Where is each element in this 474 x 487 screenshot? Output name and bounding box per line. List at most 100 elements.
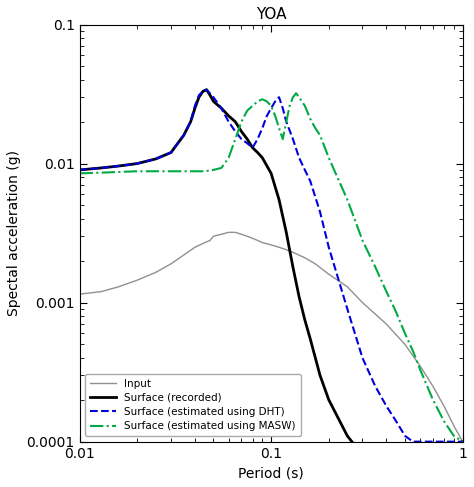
Input bbox=[259, 240, 265, 245]
Surface (estimated using DHT) bbox=[402, 433, 408, 439]
Surface (recorded) bbox=[77, 167, 82, 173]
Surface (estimated using DHT) bbox=[188, 119, 193, 125]
Input bbox=[244, 233, 250, 239]
X-axis label: Period (s): Period (s) bbox=[238, 466, 304, 480]
Surface (recorded) bbox=[268, 170, 274, 176]
Surface (estimated using DHT) bbox=[317, 209, 323, 215]
Surface (estimated using MASW) bbox=[383, 289, 389, 295]
Surface (recorded) bbox=[307, 336, 313, 341]
Surface (estimated using MASW) bbox=[430, 397, 436, 403]
Input bbox=[290, 249, 296, 255]
Surface (estimated using MASW) bbox=[307, 116, 313, 122]
Input bbox=[417, 363, 423, 369]
Surface (recorded) bbox=[181, 132, 187, 138]
Surface (recorded) bbox=[226, 113, 231, 119]
Surface (estimated using DHT) bbox=[417, 439, 423, 445]
Surface (estimated using DHT) bbox=[273, 98, 278, 104]
Input bbox=[168, 261, 174, 267]
Surface (estimated using MASW) bbox=[268, 103, 274, 109]
Input bbox=[345, 284, 350, 290]
Line: Input: Input bbox=[80, 232, 463, 442]
Surface (recorded) bbox=[383, 481, 389, 487]
Input bbox=[302, 255, 308, 261]
Surface (recorded) bbox=[135, 161, 140, 167]
Surface (estimated using DHT) bbox=[99, 165, 104, 171]
Input bbox=[460, 439, 465, 445]
Surface (estimated using DHT) bbox=[451, 439, 457, 445]
Surface (estimated using MASW) bbox=[393, 309, 399, 315]
Input bbox=[192, 244, 198, 250]
Surface (recorded) bbox=[99, 165, 104, 171]
Surface (estimated using MASW) bbox=[417, 367, 423, 373]
Input bbox=[77, 291, 82, 297]
Surface (estimated using MASW) bbox=[99, 170, 104, 176]
Surface (estimated using DHT) bbox=[280, 105, 285, 111]
Input bbox=[326, 271, 332, 277]
Surface (estimated using DHT) bbox=[410, 439, 416, 445]
Surface (estimated using MASW) bbox=[77, 170, 82, 176]
Surface (recorded) bbox=[188, 119, 193, 125]
Input bbox=[207, 238, 213, 244]
Surface (estimated using DHT) bbox=[360, 355, 365, 361]
Surface (estimated using DHT) bbox=[255, 136, 260, 142]
Line: Surface (recorded): Surface (recorded) bbox=[80, 90, 463, 487]
Surface (estimated using DHT) bbox=[232, 129, 238, 134]
Surface (estimated using DHT) bbox=[345, 306, 350, 312]
Surface (estimated using DHT) bbox=[302, 167, 308, 173]
Surface (recorded) bbox=[326, 397, 332, 403]
Surface (estimated using DHT) bbox=[153, 156, 159, 162]
Surface (estimated using DHT) bbox=[204, 87, 210, 93]
Input bbox=[153, 269, 159, 275]
Surface (recorded) bbox=[244, 136, 250, 142]
Input bbox=[250, 235, 255, 241]
Input bbox=[232, 229, 238, 235]
Surface (estimated using MASW) bbox=[232, 136, 238, 142]
Surface (estimated using DHT) bbox=[77, 167, 82, 173]
Input bbox=[383, 321, 389, 327]
Surface (estimated using DHT) bbox=[259, 125, 265, 131]
Surface (recorded) bbox=[192, 105, 198, 111]
Input bbox=[451, 423, 457, 429]
Surface (estimated using DHT) bbox=[268, 105, 274, 111]
Surface (estimated using DHT) bbox=[290, 136, 296, 142]
Surface (estimated using MASW) bbox=[326, 155, 332, 161]
Surface (recorded) bbox=[317, 373, 323, 378]
Surface (estimated using MASW) bbox=[441, 418, 447, 424]
Surface (estimated using DHT) bbox=[168, 150, 174, 155]
Surface (estimated using MASW) bbox=[259, 96, 265, 102]
Surface (recorded) bbox=[153, 156, 159, 162]
Surface (recorded) bbox=[168, 150, 174, 155]
Surface (recorded) bbox=[219, 105, 224, 111]
Input bbox=[312, 261, 318, 267]
Input bbox=[226, 229, 231, 235]
Surface (recorded) bbox=[200, 89, 206, 94]
Surface (estimated using DHT) bbox=[283, 119, 289, 125]
Surface (recorded) bbox=[116, 163, 121, 169]
Surface (estimated using DHT) bbox=[210, 94, 216, 100]
Surface (estimated using MASW) bbox=[410, 348, 416, 354]
Input bbox=[116, 284, 121, 290]
Line: Surface (estimated using MASW): Surface (estimated using MASW) bbox=[80, 94, 463, 442]
Input bbox=[210, 233, 216, 239]
Surface (estimated using MASW) bbox=[153, 169, 159, 174]
Title: YOA: YOA bbox=[256, 7, 286, 22]
Surface (estimated using DHT) bbox=[307, 178, 313, 184]
Surface (estimated using DHT) bbox=[181, 132, 187, 138]
Surface (estimated using DHT) bbox=[276, 94, 282, 100]
Surface (estimated using MASW) bbox=[312, 125, 318, 131]
Surface (estimated using DHT) bbox=[200, 89, 206, 94]
Surface (estimated using MASW) bbox=[226, 155, 231, 161]
Surface (estimated using DHT) bbox=[135, 161, 140, 167]
Surface (estimated using MASW) bbox=[345, 197, 350, 203]
Surface (estimated using MASW) bbox=[287, 103, 292, 109]
Line: Surface (estimated using DHT): Surface (estimated using DHT) bbox=[80, 90, 463, 442]
Surface (estimated using MASW) bbox=[293, 91, 299, 96]
Surface (recorded) bbox=[276, 197, 282, 203]
Input bbox=[268, 242, 274, 248]
Input bbox=[276, 244, 282, 250]
Surface (estimated using DHT) bbox=[393, 418, 399, 424]
Surface (recorded) bbox=[302, 317, 308, 323]
Surface (recorded) bbox=[207, 93, 213, 98]
Surface (estimated using MASW) bbox=[451, 433, 457, 439]
Surface (recorded) bbox=[210, 98, 216, 104]
